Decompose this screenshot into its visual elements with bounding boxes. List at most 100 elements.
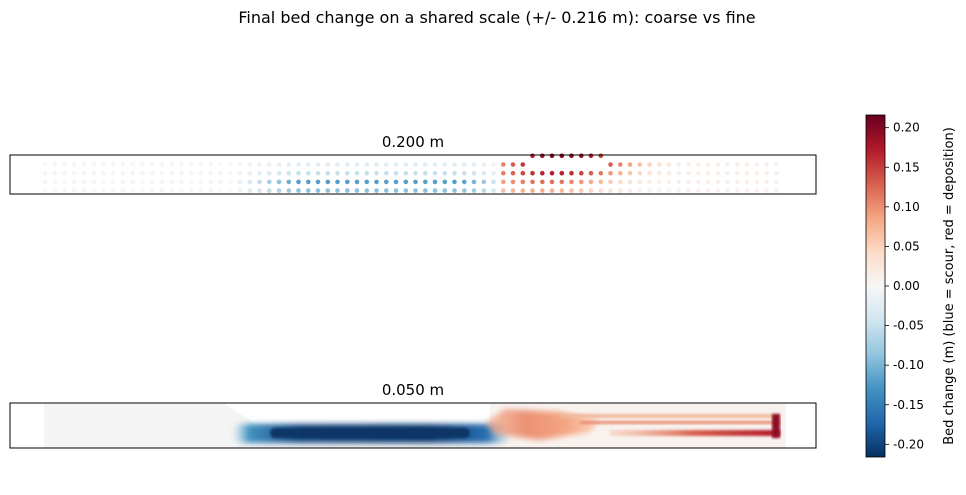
- coarse-scatter-point: [432, 170, 438, 176]
- coarse-scatter-point: [549, 153, 555, 159]
- coarse-scatter-point: [442, 162, 448, 167]
- coarse-scatter-point: [296, 170, 301, 176]
- panel-coarse: 0.200 m: [9, 133, 817, 195]
- coarse-scatter-point: [403, 188, 409, 193]
- coarse-scatter-point: [491, 170, 496, 176]
- colorbar-tick-label: 0.15: [893, 160, 920, 174]
- coarse-scatter-point: [120, 170, 126, 176]
- coarse-scatter-point: [52, 188, 58, 193]
- coarse-scatter-point: [413, 170, 418, 176]
- coarse-scatter-point: [130, 179, 136, 185]
- coarse-scatter-point: [189, 162, 194, 167]
- coarse-scatter-point: [686, 188, 691, 193]
- coarse-scatter-point: [462, 162, 467, 167]
- coarse-scatter-point: [247, 170, 253, 176]
- coarse-scatter-point: [754, 188, 760, 193]
- coarse-scatter-point: [432, 188, 438, 193]
- coarse-scatter-point: [257, 188, 262, 193]
- coarse-scatter-point: [549, 170, 555, 176]
- coarse-scatter-point: [403, 179, 409, 185]
- coarse-scatter-point: [559, 179, 565, 185]
- coarse-scatter-point: [257, 162, 262, 167]
- coarse-scatter-point: [501, 188, 506, 193]
- coarse-scatter-point: [540, 170, 545, 176]
- coarse-scatter-point: [111, 162, 116, 167]
- coarse-scatter-point: [208, 162, 214, 167]
- coarse-scatter-point: [481, 188, 487, 193]
- coarse-scatter-point: [618, 170, 623, 176]
- colorbar-ticks: -0.20 -0.15 -0.10 -0.05 0.00 0.05 0.10 0.15 0.20: [885, 121, 924, 451]
- coarse-scatter-point: [101, 179, 106, 185]
- coarse-scatter-point: [764, 179, 769, 185]
- coarse-scatter-point: [52, 162, 58, 167]
- coarse-scatter-point: [81, 179, 87, 185]
- coarse-scatter-point: [774, 170, 779, 176]
- coarse-scatter-point: [588, 153, 594, 159]
- coarse-scatter-point: [315, 162, 321, 167]
- coarse-scatter-point: [481, 170, 487, 176]
- coarse-scatter-point: [267, 188, 272, 193]
- coarse-scatter-point: [354, 188, 360, 193]
- coarse-scatter-point: [579, 179, 584, 185]
- coarse-scatter-point: [588, 179, 594, 185]
- coarse-scatter-point: [42, 170, 48, 176]
- colorbar-tick-label: -0.15: [893, 398, 924, 412]
- coarse-scatter-point: [754, 170, 760, 176]
- coarse-scatter-point: [189, 170, 194, 176]
- coarse-scatter-point: [774, 188, 779, 193]
- coarse-scatter-point: [140, 162, 145, 167]
- coarse-scatter-point: [413, 188, 418, 193]
- coarse-scatter-point: [150, 188, 155, 193]
- coarse-scatter-point: [715, 162, 721, 167]
- coarse-scatter-point: [481, 179, 487, 185]
- coarse-scatter-point: [364, 162, 370, 167]
- colorbar-tick-label: 0.00: [893, 279, 920, 293]
- coarse-scatter-point: [91, 162, 97, 167]
- coarse-scatter-point: [676, 170, 682, 176]
- coarse-scatter-point: [179, 188, 184, 193]
- coarse-scatter-point: [130, 170, 136, 176]
- coarse-scatter-point: [364, 179, 370, 185]
- coarse-scatter-point: [471, 170, 477, 176]
- coarse-scatter-point: [559, 188, 565, 193]
- coarse-scatter-point: [647, 188, 652, 193]
- coarse-scatter-point: [335, 179, 340, 185]
- coarse-scatter-point: [218, 170, 223, 176]
- coarse-scatter-point: [120, 162, 126, 167]
- coarse-scatter-point: [647, 162, 652, 167]
- coarse-scatter-point: [101, 170, 106, 176]
- coarse-scatter-point: [267, 179, 272, 185]
- coarse-scatter-point: [705, 179, 711, 185]
- coarse-scatter-point: [530, 153, 535, 159]
- coarse-scatter-point: [384, 170, 389, 176]
- coarse-scatter-point: [228, 188, 233, 193]
- fine-scour-core: [270, 428, 470, 438]
- coarse-scatter-point: [276, 162, 282, 167]
- coarse-scatter-point: [208, 179, 214, 185]
- coarse-scatter-point: [471, 162, 477, 167]
- coarse-scatter-point: [510, 162, 516, 167]
- coarse-scatter-point: [432, 179, 438, 185]
- coarse-scatter-point: [169, 170, 175, 176]
- coarse-scatter-point: [364, 188, 370, 193]
- coarse-scatter-point: [179, 179, 184, 185]
- fine-field: [44, 404, 786, 448]
- coarse-scatter-point: [696, 179, 701, 185]
- coarse-scatter-point: [627, 179, 633, 185]
- coarse-scatter-point: [744, 188, 750, 193]
- coarse-scatter-point: [218, 179, 223, 185]
- coarse-scatter-point: [579, 188, 584, 193]
- coarse-scatter-point: [432, 162, 438, 167]
- coarse-scatter-point: [725, 188, 730, 193]
- coarse-scatter-point: [452, 162, 457, 167]
- coarse-scatter-point: [111, 179, 116, 185]
- coarse-scatter-point: [666, 170, 672, 176]
- coarse-scatter-point: [81, 162, 87, 167]
- coarse-scatter-point: [62, 179, 67, 185]
- coarse-scatter-point: [237, 162, 243, 167]
- coarse-scatter-point: [715, 170, 721, 176]
- coarse-scatter-point: [393, 188, 399, 193]
- coarse-scatter-point: [267, 162, 272, 167]
- coarse-scatter-point: [101, 188, 106, 193]
